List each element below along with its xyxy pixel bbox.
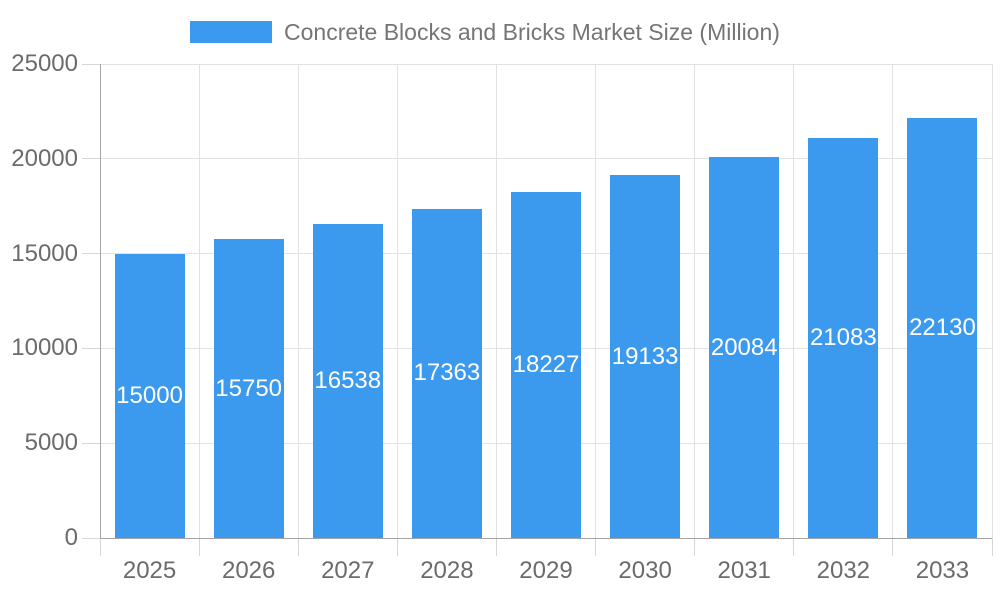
x-axis-tick [297,538,299,556]
x-gridline [694,64,696,538]
x-axis-line [100,537,992,539]
bar: 21083 [808,138,879,538]
y-gridline [100,63,992,65]
y-axis-tick [82,158,100,160]
bar-value-label: 16538 [314,367,382,395]
x-gridline [396,64,398,538]
y-tick-label: 15000 [11,239,78,267]
x-axis-tick [396,538,398,556]
y-axis-tick [82,347,100,349]
x-tick-label: 2030 [618,557,672,584]
x-axis-tick [892,538,894,556]
x-tick-label: 2029 [519,557,573,584]
x-axis-tick [793,538,795,556]
x-gridline [595,64,597,538]
x-tick-label: 2025 [122,557,177,584]
bar-value-label: 15750 [215,374,283,402]
y-tick-label: 5000 [24,429,78,457]
x-gridline [892,64,894,538]
legend-swatch [190,21,272,43]
x-tick-label: 2032 [816,557,871,584]
y-axis-tick [82,442,100,444]
y-axis-line [99,64,101,538]
y-tick-label: 20000 [11,144,78,172]
bar-value-label: 22130 [909,314,976,342]
x-gridline [991,64,993,538]
x-axis-tick [595,538,597,556]
y-tick-label: 25000 [11,50,78,77]
bar-value-label: 17363 [413,359,481,387]
bar: 15750 [213,239,284,538]
bar: 19133 [610,175,681,538]
x-axis-tick [991,538,993,556]
x-gridline [297,64,299,538]
x-axis-tick [198,538,200,556]
bar: 20084 [709,157,780,538]
y-axis-tick [82,253,100,255]
x-axis-tick [495,538,497,556]
x-axis-tick [99,538,101,556]
bar-value-label: 19133 [611,342,679,370]
bar: 16538 [312,224,383,538]
bar: 17363 [411,208,482,538]
x-tick-label: 2027 [321,557,375,584]
y-tick-label: 0 [64,524,78,551]
bar: 22130 [907,118,978,538]
bar-value-label: 20084 [710,333,778,361]
legend-label: Concrete Blocks and Bricks Market Size (… [284,19,780,45]
bar: 15000 [114,253,185,538]
y-axis-tick [82,63,100,65]
x-tick-label: 2033 [915,557,970,584]
x-tick-label: 2028 [420,557,474,584]
x-gridline [793,64,795,538]
bar: 18227 [511,192,581,538]
x-tick-label: 2026 [221,557,276,584]
x-gridline [198,64,200,538]
y-tick-label: 10000 [11,334,78,362]
x-tick-label: 2031 [717,557,771,584]
bar-value-label: 21083 [809,324,877,352]
y-axis-tick [82,537,100,539]
y-gridline [100,158,992,160]
x-gridline [495,64,497,538]
x-axis-tick [694,538,696,556]
bar-value-label: 18227 [512,351,580,379]
bar-value-label: 15000 [116,381,183,409]
